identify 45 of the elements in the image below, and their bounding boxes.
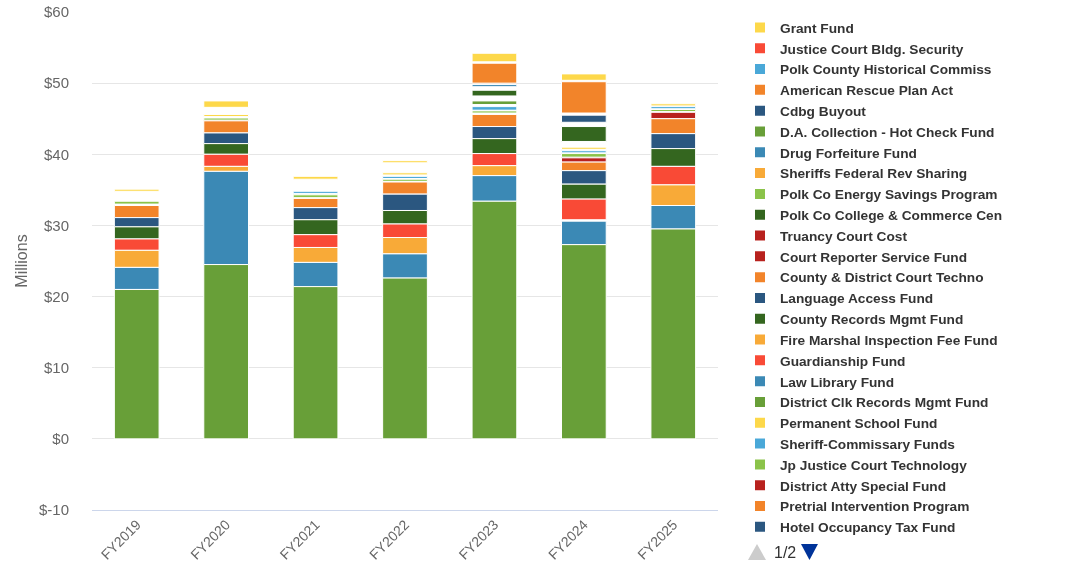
legend-label: D.A. Collection - Hot Check Fund — [780, 124, 995, 140]
bar — [292, 190, 339, 194]
bar — [561, 150, 607, 154]
legend-label: Justice Court Bldg. Security — [780, 41, 964, 57]
bar — [471, 89, 518, 97]
legend-label: Language Access Fund — [780, 291, 934, 307]
legend-label: Grant Fund — [780, 20, 854, 36]
bar — [561, 146, 607, 150]
legend-label: Drug Forfeiture Fund — [780, 145, 917, 161]
text: 1/2 — [774, 544, 797, 561]
y-tick-label: $-10 — [38, 501, 69, 519]
legend-label: District Clk Records Mgmt Fund — [780, 395, 989, 411]
y-tick-label: $10 — [43, 358, 69, 376]
legend-label: Sheriffs Federal Rev Sharing — [780, 166, 968, 182]
bar — [203, 100, 249, 108]
legend-label: County Records Mgmt Fund — [780, 312, 964, 328]
y-tick-label: $30 — [43, 216, 69, 234]
legend-label: Fire Marshal Inspection Fee Fund — [780, 332, 998, 348]
legend-label: Jp Justice Court Technology — [780, 457, 968, 473]
bar — [113, 188, 160, 192]
legend-label: Court Reporter Service Fund — [780, 249, 968, 265]
bar — [561, 126, 607, 142]
legend-label: Sheriff-Commissary Funds — [780, 436, 956, 452]
y-tick-label: $0 — [52, 430, 69, 448]
legend-label: Guardianship Fund — [780, 353, 906, 369]
bar — [292, 175, 339, 180]
legend-label: Polk County Historical Commiss — [780, 62, 992, 78]
legend-label: Truancy Court Cost — [780, 228, 908, 244]
y-tick-label: $40 — [43, 145, 69, 163]
legend-label: Polk Co Energy Savings Program — [780, 187, 998, 203]
y-tick-label: $50 — [43, 74, 69, 92]
legend-label: Law Library Fund — [780, 374, 895, 390]
y-tick-label: $60 — [43, 3, 69, 21]
legend-label: County & District Court Techno — [780, 270, 984, 286]
legend-label: American Rescue Plan Act — [780, 83, 954, 99]
y-tick-label: $20 — [43, 287, 69, 305]
bar — [203, 113, 249, 118]
legend-label: Polk Co College & Commerce Cen — [780, 208, 1003, 224]
legend-label: Cdbg Buyout — [780, 103, 867, 119]
legend-label: Permanent School Fund — [780, 416, 938, 432]
legend-label: Pretrial Intervention Program — [780, 499, 970, 515]
bar — [382, 160, 428, 164]
legend-label: Hotel Occupancy Tax Fund — [780, 520, 956, 536]
legend-label: District Atty Special Fund — [780, 478, 947, 494]
y-axis-title: Millions — [12, 234, 30, 288]
